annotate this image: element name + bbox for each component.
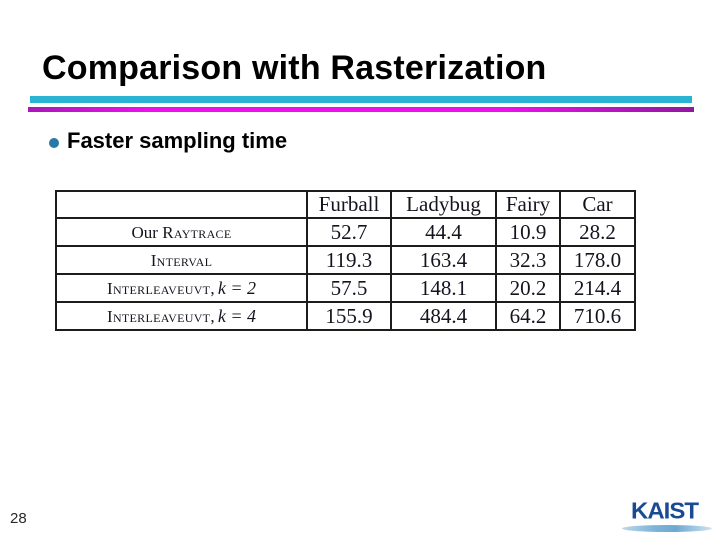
title-rule-cyan [30, 96, 692, 103]
row-label-name: Interleaveuvt, [106, 306, 215, 326]
row-label-math: k = 2 [217, 277, 257, 298]
table-cell: 32.3 [495, 245, 561, 275]
table-header-cell-car: Car [559, 190, 636, 219]
table-header-cell-fairy: Fairy [495, 190, 561, 219]
kaist-logo: KAIST [620, 498, 716, 538]
row-label-math: k = 4 [217, 305, 257, 326]
row-label-name: Interval [150, 250, 213, 270]
results-table: Furball Ladybug Fairy Car Our Raytrace 5… [55, 190, 636, 331]
table-row-label: Interval [55, 245, 308, 275]
table-cell: 163.4 [390, 245, 497, 275]
slide-title: Comparison with Rasterization [42, 49, 547, 87]
table-cell: 214.4 [559, 273, 636, 303]
table-row: Interleaveuvt, k = 4 155.9 484.4 64.2 710… [55, 301, 636, 331]
table-cell: 710.6 [559, 301, 636, 331]
row-label-name: Interleaveuvt, [106, 278, 215, 298]
table-row-label: Interleaveuvt, k = 4 [55, 301, 308, 331]
table-cell: 155.9 [306, 301, 392, 331]
table-cell: 52.7 [306, 217, 392, 247]
table-header-cell-furball: Furball [306, 190, 392, 219]
kaist-logo-text: KAIST [631, 498, 699, 525]
bullet-dot-icon [49, 138, 59, 148]
table-cell: 178.0 [559, 245, 636, 275]
table-header-row: Furball Ladybug Fairy Car [55, 190, 636, 219]
table-cell: 119.3 [306, 245, 392, 275]
row-label-name: Raytrace [162, 222, 232, 242]
table-cell: 28.2 [559, 217, 636, 247]
page-number: 28 [10, 510, 27, 527]
table-cell: 64.2 [495, 301, 561, 331]
table-cell: 484.4 [390, 301, 497, 331]
row-label-prefix: Our [131, 222, 163, 242]
results-table-container: Furball Ladybug Fairy Car Our Raytrace 5… [55, 190, 636, 331]
kaist-logo-swoosh-icon [622, 525, 712, 532]
bullet-text: Faster sampling time [67, 128, 288, 153]
title-rule-magenta [28, 107, 694, 112]
table-cell: 10.9 [495, 217, 561, 247]
table-cell: 148.1 [390, 273, 497, 303]
table-cell: 44.4 [390, 217, 497, 247]
table-header-cell-ladybug: Ladybug [390, 190, 497, 219]
table-row-label: Our Raytrace [55, 217, 308, 247]
table-row: Interval 119.3 163.4 32.3 178.0 [55, 245, 636, 275]
table-cell: 20.2 [495, 273, 561, 303]
table-row: Our Raytrace 52.7 44.4 10.9 28.2 [55, 217, 636, 247]
table-cell: 57.5 [306, 273, 392, 303]
table-row-label: Interleaveuvt, k = 2 [55, 273, 308, 303]
table-header-cell-empty [55, 190, 308, 219]
table-row: Interleaveuvt, k = 2 57.5 148.1 20.2 214.… [55, 273, 636, 303]
